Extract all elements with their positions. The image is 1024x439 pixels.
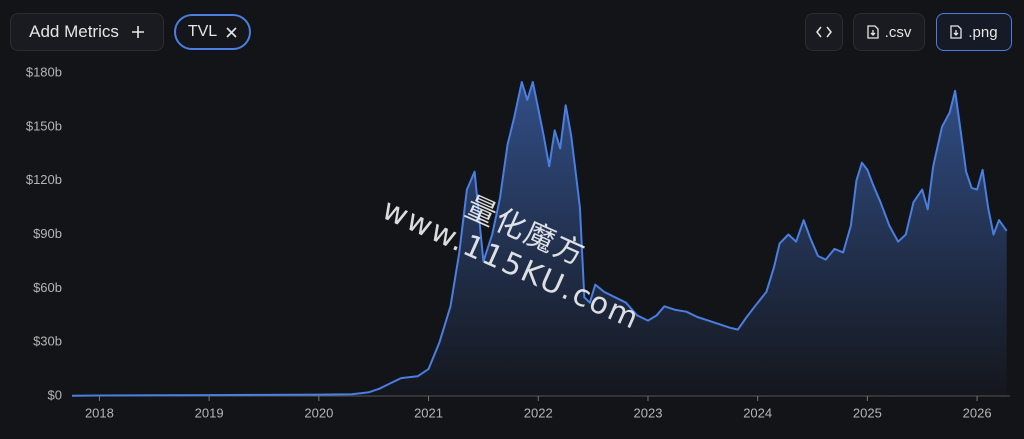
y-tick-label: $30b [33,334,62,349]
file-icon [867,25,879,39]
x-tick-label: 2022 [524,405,553,420]
button-label: .png [968,23,998,41]
button-label: Add Metrics [29,22,119,41]
x-tick-label: 2024 [743,405,772,420]
y-tick-label: $180b [26,64,62,79]
x-tick-label: 2021 [414,405,443,420]
x-tick-label: 2018 [85,405,114,420]
y-tick-label: $90b [33,226,62,241]
x-tick-label: 2019 [195,405,224,420]
file-icon [950,25,963,39]
chip-label: TVL [187,23,218,40]
plus-icon [131,26,144,38]
y-tick-label: $120b [26,172,62,187]
add-metrics-button[interactable]: Add Metrics [10,13,164,51]
metric-chip[interactable]: TVL [174,14,251,50]
x-tick-label: 2020 [304,405,333,420]
button-label: .csv [884,23,912,41]
x-tick-label: 2023 [634,405,663,420]
x-tick-label: 2025 [853,405,882,420]
png-button[interactable]: .png [936,13,1012,51]
embed-button[interactable] [805,13,843,51]
watermark: 量化魔方www.115KU.com [376,189,646,338]
y-tick-label: $60b [33,280,62,295]
x-tick-label: 2026 [963,405,992,420]
csv-button[interactable]: .csv [853,13,925,51]
y-tick-label: $0 [48,387,62,402]
y-tick-label: $150b [26,118,62,133]
code-icon [816,26,832,38]
close-icon [226,26,237,38]
